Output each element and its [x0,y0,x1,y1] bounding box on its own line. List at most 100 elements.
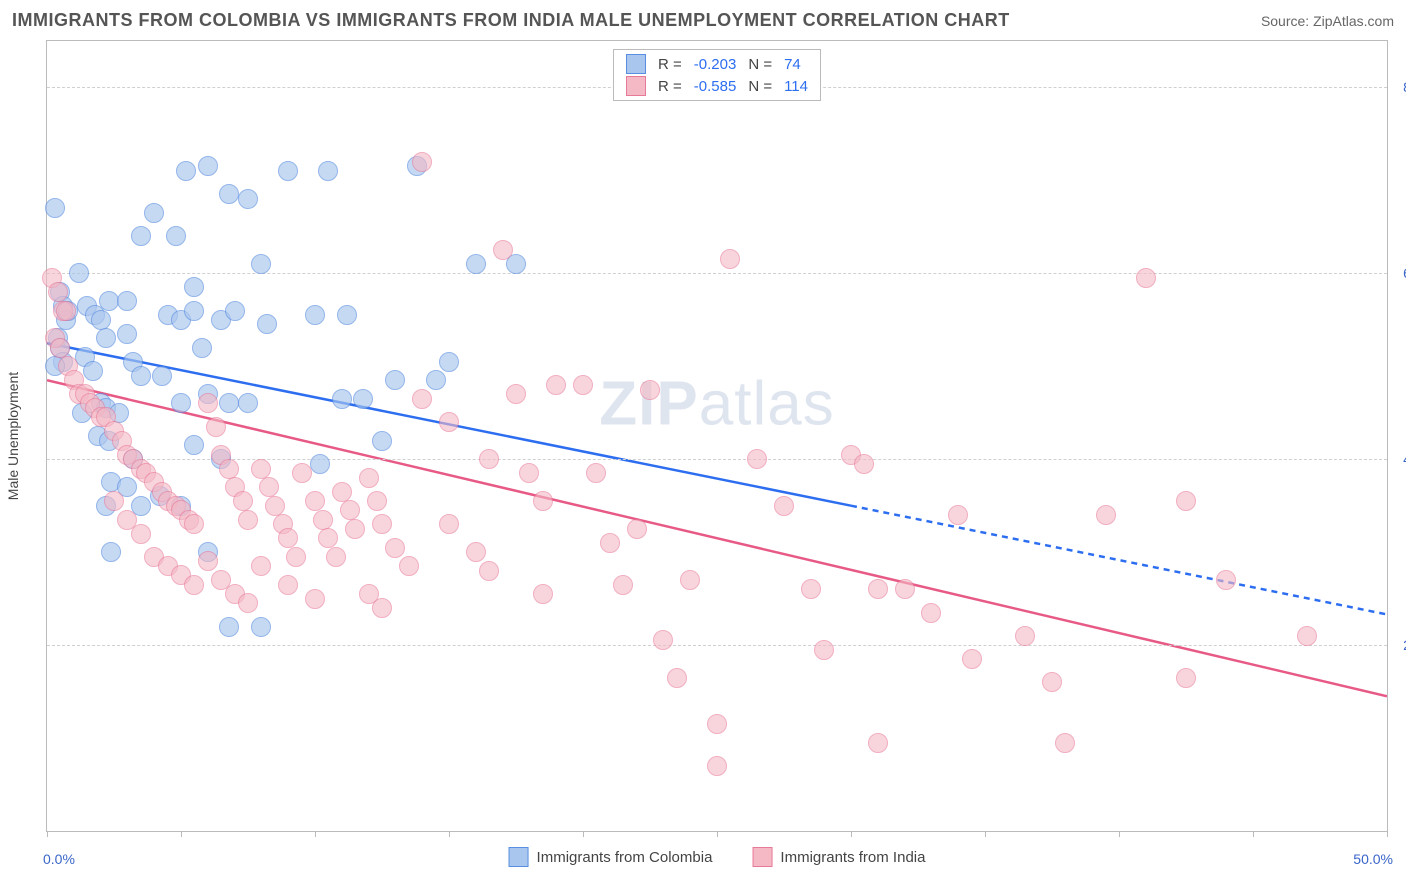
data-point [774,496,794,516]
data-point [493,240,513,260]
data-point [667,668,687,688]
data-point [50,338,70,358]
data-point [1216,570,1236,590]
x-tick [315,831,316,837]
data-point [166,226,186,246]
data-point [251,254,271,274]
data-point [707,714,727,734]
data-point [219,617,239,637]
data-point [854,454,874,474]
legend-n-value: 114 [778,75,814,97]
y-tick-label: 2.0% [1395,637,1406,653]
legend-swatch-icon [752,847,772,867]
grid-line [47,459,1387,460]
data-point [337,305,357,325]
data-point [412,389,432,409]
y-tick-label: 6.0% [1395,265,1406,281]
data-point [1297,626,1317,646]
x-tick [1253,831,1254,837]
data-point [192,338,212,358]
data-point [131,226,151,246]
data-point [895,579,915,599]
legend-swatch-icon [626,76,646,96]
data-point [171,393,191,413]
x-tick [851,831,852,837]
chart-header: IMMIGRANTS FROM COLOMBIA VS IMMIGRANTS F… [12,10,1394,31]
data-point [238,393,258,413]
data-point [1015,626,1035,646]
legend-swatch-icon [509,847,529,867]
data-point [83,361,103,381]
data-point [747,449,767,469]
data-point [519,463,539,483]
data-point [359,468,379,488]
legend-item: Immigrants from India [752,847,925,867]
legend-n-label: N = [742,75,778,97]
data-point [573,375,593,395]
data-point [45,198,65,218]
data-point [184,435,204,455]
legend-r-label: R = [652,75,688,97]
legend-r-label: R = [652,53,688,75]
data-point [466,254,486,274]
data-point [96,328,116,348]
data-point [198,393,218,413]
data-point [372,598,392,618]
data-point [251,617,271,637]
data-point [801,579,821,599]
data-point [131,524,151,544]
data-point [259,477,279,497]
data-point [921,603,941,623]
data-point [814,640,834,660]
data-point [1176,491,1196,511]
data-point [653,630,673,650]
data-point [533,584,553,604]
data-point [184,514,204,534]
data-point [372,431,392,451]
data-point [117,324,137,344]
data-point [278,575,298,595]
data-point [233,491,253,511]
data-point [1055,733,1075,753]
data-point [305,305,325,325]
legend-swatch-icon [626,54,646,74]
x-axis-origin-label: 0.0% [43,851,75,867]
data-point [345,519,365,539]
data-point [1176,668,1196,688]
data-point [680,570,700,590]
legend-row: R = -0.585 N = 114 [620,75,814,97]
data-point [479,449,499,469]
data-point [91,310,111,330]
grid-line [47,273,1387,274]
data-point [265,496,285,516]
correlation-legend: R = -0.203 N = 74 R = -0.585 N = 114 [613,49,821,101]
data-point [305,491,325,511]
source-prefix: Source: [1261,13,1313,29]
data-point [868,733,888,753]
grid-line [47,645,1387,646]
y-tick-label: 8.0% [1395,79,1406,95]
legend-n-label: N = [742,53,778,75]
data-point [225,301,245,321]
chart-title: IMMIGRANTS FROM COLOMBIA VS IMMIGRANTS F… [12,10,1010,31]
data-point [948,505,968,525]
data-point [238,189,258,209]
data-point [707,756,727,776]
data-point [104,491,124,511]
data-point [48,282,68,302]
data-point [353,389,373,409]
data-point [278,161,298,181]
data-point [176,161,196,181]
legend-r-value: -0.203 [688,53,743,75]
legend-n-value: 74 [778,53,814,75]
data-point [117,291,137,311]
series-legend: Immigrants from Colombia Immigrants from… [509,847,926,867]
data-point [439,352,459,372]
data-point [198,156,218,176]
x-tick [47,831,48,837]
data-point [479,561,499,581]
data-point [385,538,405,558]
legend-item-label: Immigrants from India [780,849,925,866]
data-point [292,463,312,483]
legend-r-value: -0.585 [688,75,743,97]
